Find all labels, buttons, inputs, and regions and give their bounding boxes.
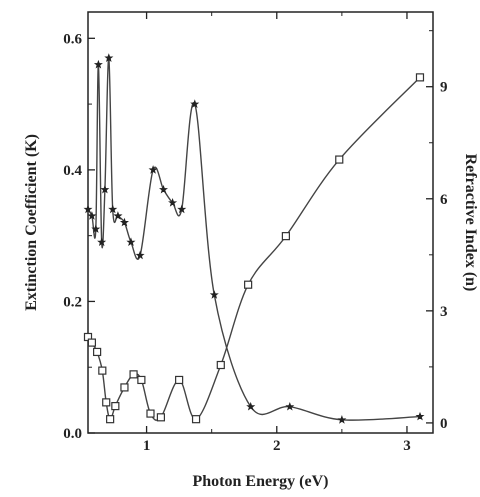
- data-point-star: [177, 204, 187, 214]
- data-point-square: [120, 383, 129, 392]
- data-point-star: [108, 204, 118, 214]
- data-point-square: [106, 415, 115, 424]
- data-point-square: [129, 370, 138, 379]
- x-tick-label: 3: [403, 438, 411, 454]
- data-point-square: [175, 375, 184, 385]
- data-point-star: [83, 204, 93, 214]
- series-left-axis: [83, 53, 425, 424]
- y-axis-left-title: Extinction Coefficient (K): [23, 134, 40, 311]
- data-point-square: [146, 409, 155, 418]
- y-right-tick-label: 3: [440, 304, 448, 320]
- y-left-tick-label: 0.2: [63, 294, 82, 310]
- y-left-tick-label: 0.4: [63, 163, 82, 179]
- data-point-star: [91, 224, 101, 233]
- data-point-star: [93, 59, 103, 69]
- y-right-tick-label: 6: [440, 192, 448, 208]
- x-axis-title: Photon Energy (eV): [193, 473, 329, 490]
- data-point-square: [335, 155, 344, 164]
- data-point-star: [104, 53, 114, 62]
- data-point-square: [281, 232, 290, 241]
- data-point-star: [87, 211, 97, 220]
- y-left-tick-label: 0.6: [63, 31, 82, 47]
- data-point-square: [102, 398, 111, 407]
- data-point-star: [190, 99, 200, 108]
- series-layer: [83, 53, 425, 424]
- data-point-star: [135, 250, 145, 260]
- axes: 1 2 3 0.0 0.2 0.4 0.6 0 3 6 9: [63, 11, 448, 454]
- y-right-tick-label: 9: [440, 80, 448, 96]
- series-line: [87, 76, 421, 421]
- data-point-star: [113, 211, 123, 220]
- data-point-square: [244, 280, 253, 289]
- x-tick-label: 1: [143, 438, 151, 454]
- y-axis-right-title: Refractive Index (n): [462, 154, 479, 292]
- data-point-square: [87, 338, 97, 347]
- data-point-star: [148, 165, 158, 174]
- series-right-axis: [83, 73, 425, 424]
- data-point-star: [126, 237, 136, 247]
- data-point-square: [191, 415, 201, 424]
- data-point-square: [156, 413, 166, 422]
- data-point-star: [159, 184, 168, 194]
- data-point-star: [337, 415, 347, 424]
- y-left-tick-label: 0.0: [63, 426, 82, 442]
- data-point-star: [246, 401, 256, 411]
- data-point-star: [119, 217, 129, 227]
- data-point-star: [168, 198, 178, 207]
- data-point-star: [97, 237, 107, 247]
- data-point-star: [285, 401, 295, 411]
- data-point-square: [137, 375, 146, 385]
- y-right-tick-label: 0: [440, 416, 448, 432]
- data-point-square: [98, 366, 107, 375]
- x-tick-label: 2: [273, 438, 281, 454]
- plot-frame: [87, 11, 434, 434]
- data-point-star: [209, 290, 219, 299]
- series-line: [87, 57, 421, 421]
- data-point-star: [100, 184, 110, 194]
- data-point-square: [93, 347, 102, 357]
- data-point-square: [111, 402, 120, 411]
- labels: Photon Energy (eV) Extinction Coefficien…: [23, 134, 479, 490]
- data-point-star: [415, 411, 425, 421]
- data-point-square: [415, 73, 425, 82]
- data-point-square: [216, 360, 225, 370]
